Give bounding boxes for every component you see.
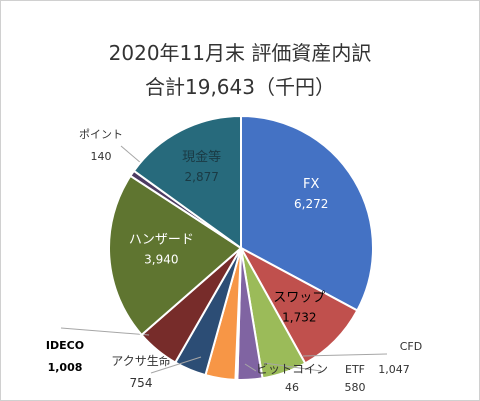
slice-value: 754 (130, 376, 153, 390)
pie-slice (132, 114, 242, 250)
slice-value: 1,008 (48, 361, 83, 374)
slice-label: ポイント (79, 128, 123, 141)
leader-line (150, 356, 202, 374)
slice-value: 140 (91, 150, 112, 163)
slice-value: 2,877 (185, 170, 219, 184)
slice-label: 現金等 (182, 149, 221, 165)
slice-value: 6,272 (294, 197, 328, 211)
slice-value: 580 (345, 381, 366, 394)
slice-label: ハンザード (129, 233, 194, 248)
leader-line (60, 327, 150, 336)
slice-value: 1,732 (282, 310, 316, 324)
slice-value: 46 (285, 381, 299, 394)
leader-line (302, 353, 388, 357)
slice-value: 3,940 (144, 253, 178, 267)
leader-line (263, 362, 322, 372)
slice-value: 1,047 (378, 363, 410, 376)
pie-slice (240, 114, 375, 312)
slice-label: IDECO (46, 339, 84, 352)
slice-label: CFD (400, 340, 422, 353)
slice-label: スワップ (273, 290, 325, 305)
slice-label: ETF (345, 363, 365, 376)
pie-slice (107, 174, 243, 337)
chart-subtitle: 合計19,643（千円） (145, 75, 335, 99)
leader-line (244, 363, 257, 372)
slice-label: FX (303, 177, 319, 192)
slice-label: アクサ生命 (111, 353, 170, 368)
slice-label: ビットコイン (256, 362, 328, 376)
chart-title: 2020年11月末 評価資産内訳 (108, 41, 372, 65)
